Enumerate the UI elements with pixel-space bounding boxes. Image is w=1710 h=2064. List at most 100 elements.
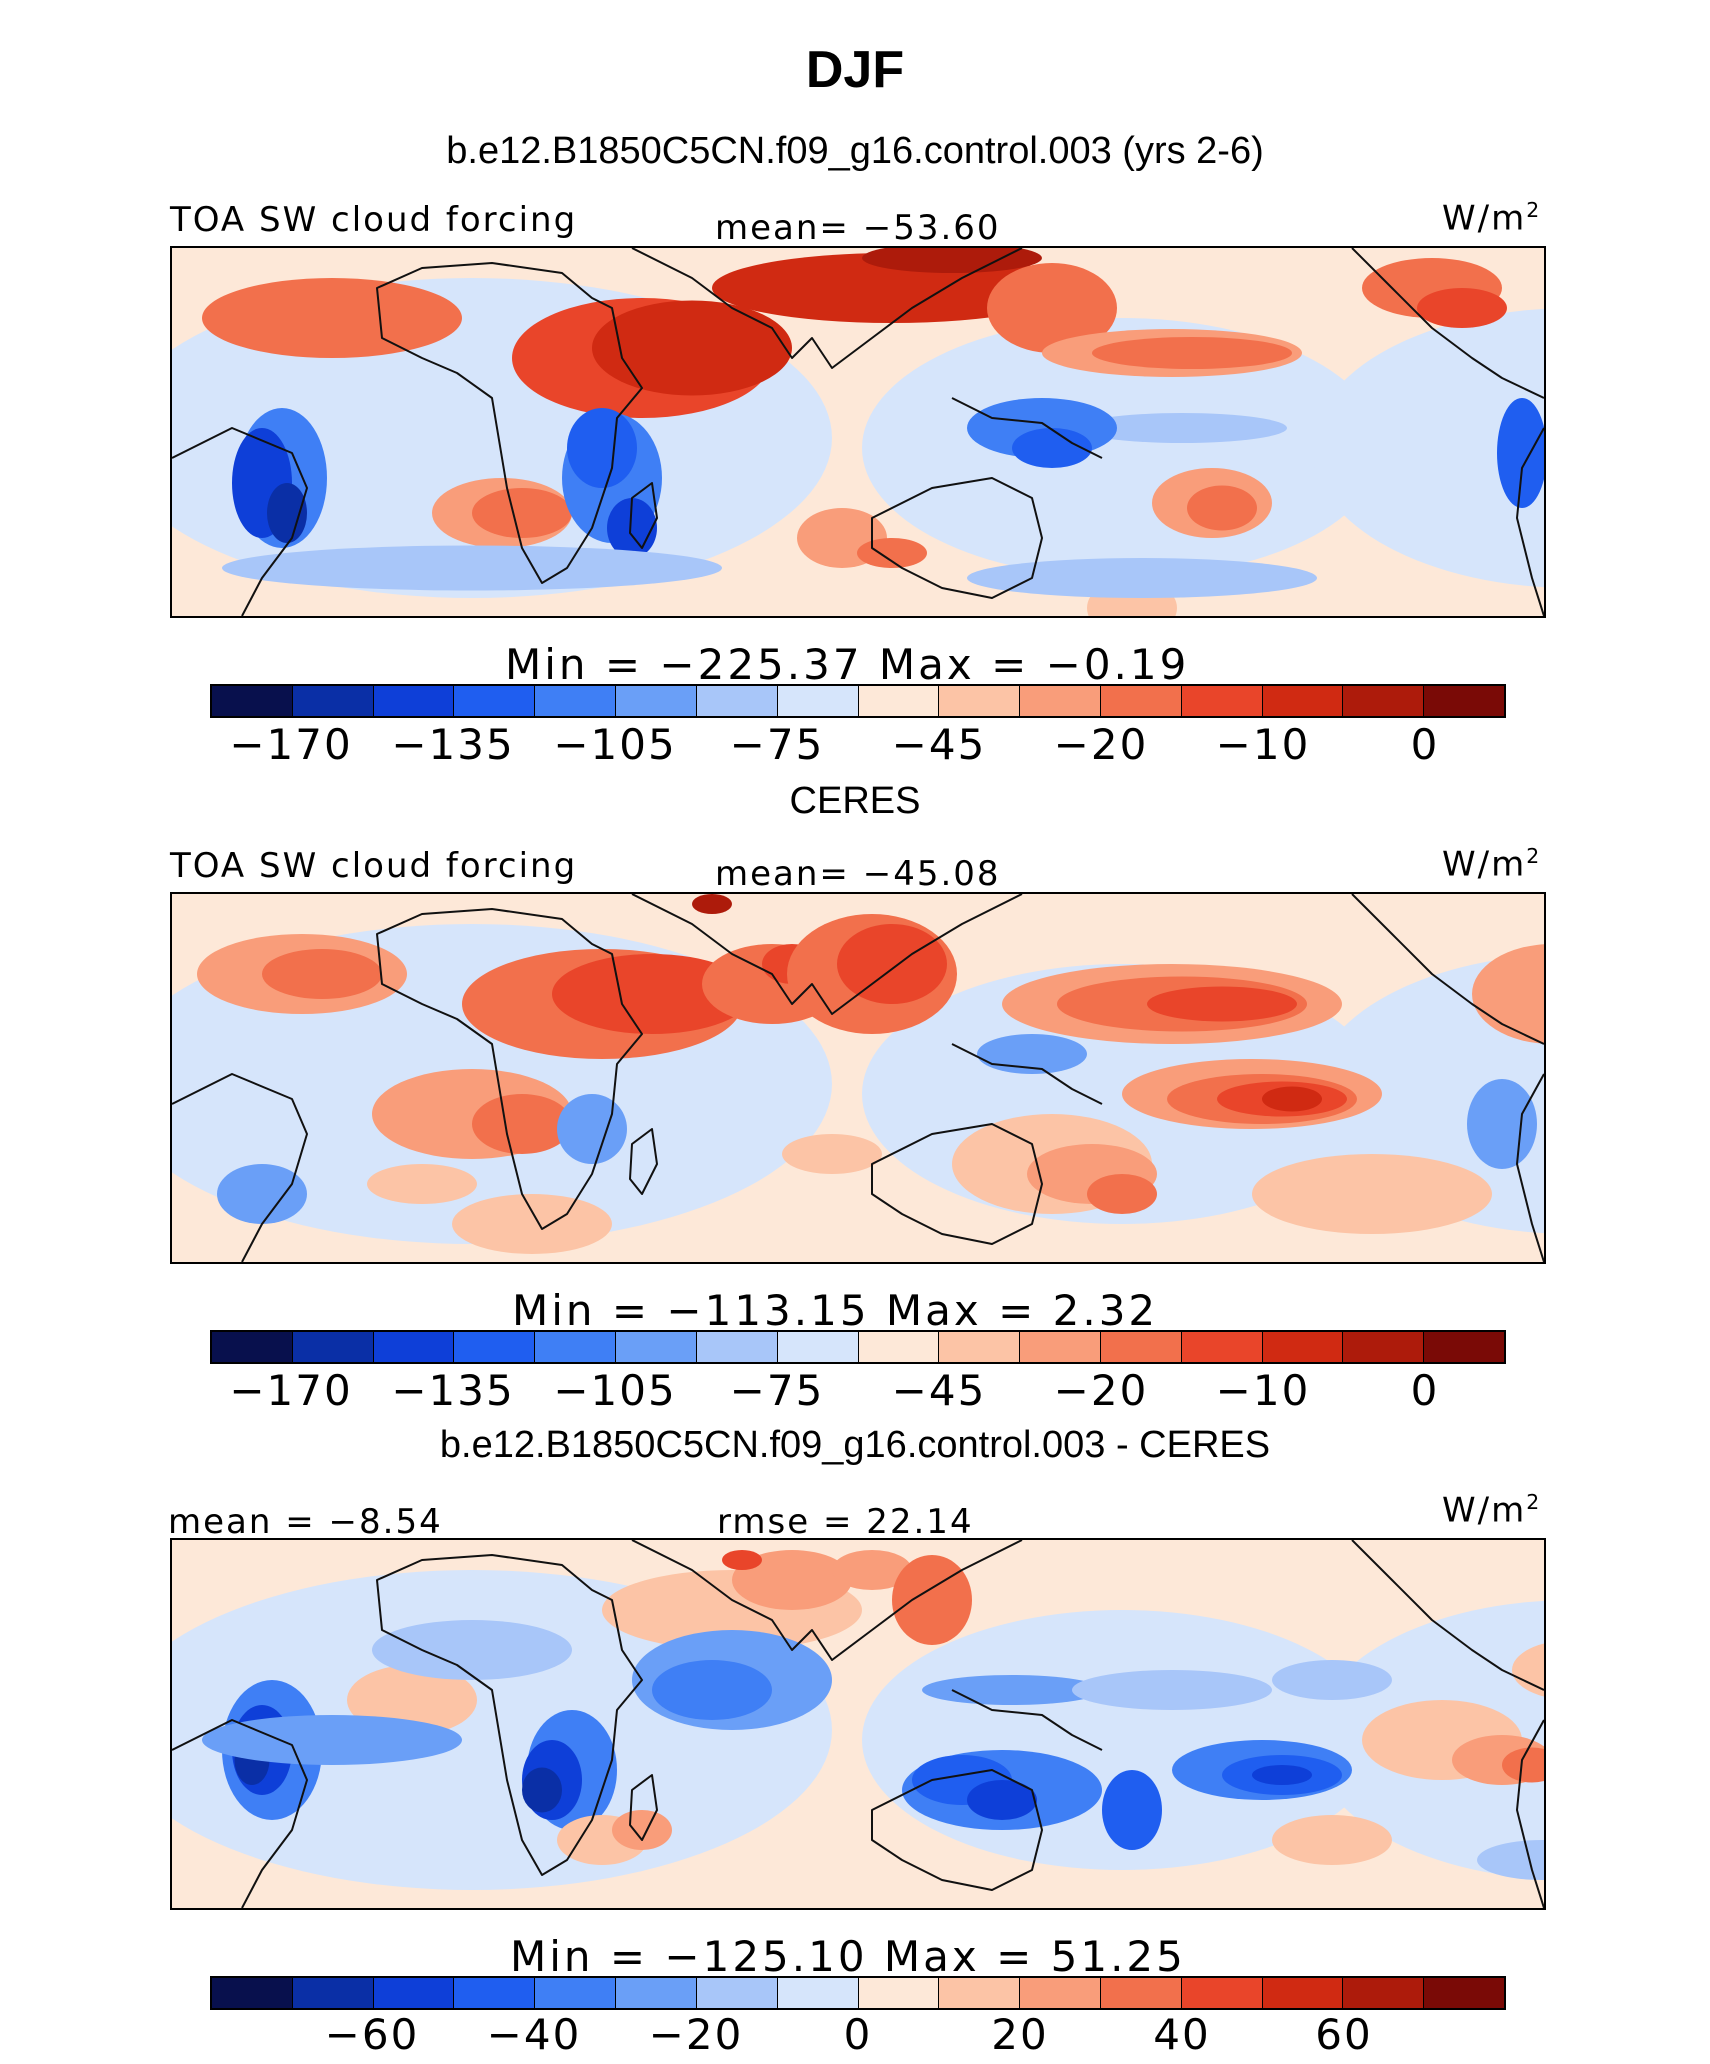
colorbar-tick-label: 60 — [1315, 2010, 1373, 2059]
coastline — [172, 427, 308, 616]
coastline — [376, 1554, 643, 1876]
field-contour-region — [1417, 288, 1507, 328]
panel-2-colorbar — [210, 1330, 1506, 1364]
field-contour-region — [372, 1620, 572, 1680]
coastline — [1516, 1073, 1544, 1262]
colorbar-segment — [777, 686, 859, 716]
colorbar-segment — [1424, 686, 1504, 716]
field-contour-region — [222, 545, 722, 591]
colorbar-segment — [212, 686, 293, 716]
field-contour-region — [1497, 398, 1544, 508]
field-contour-region — [367, 1164, 477, 1204]
panel-3-map — [170, 1538, 1546, 1910]
colorbar-segment — [616, 1332, 697, 1362]
colorbar-tick-label: −45 — [891, 720, 987, 769]
field-contour-region — [1262, 1086, 1322, 1112]
coastline — [1516, 1719, 1544, 1908]
field-contour-region — [1272, 1660, 1392, 1700]
panel-1-map — [170, 246, 1546, 618]
field-contour-region — [1072, 1670, 1272, 1710]
colorbar-segment — [939, 1332, 1021, 1362]
colorbar-segment — [535, 686, 617, 716]
colorbar-segment — [777, 1332, 859, 1362]
field-contour-region — [652, 1660, 772, 1720]
field-contour-region — [1502, 1747, 1544, 1783]
field-contour-region — [732, 1550, 852, 1610]
colorbar-segment — [1020, 686, 1101, 716]
colorbar-tick-label: 0 — [843, 2010, 873, 2059]
field-contour-region — [552, 954, 752, 1034]
coastline — [629, 1128, 658, 1195]
panel-2-contour-field — [172, 894, 1544, 1262]
field-contour-region — [1077, 413, 1287, 443]
colorbar-tick-label: −20 — [648, 2010, 744, 2059]
colorbar-segment — [292, 686, 374, 716]
panel-3-rmse-label: rmse = 22.14 — [717, 1502, 974, 1542]
coastline — [172, 1719, 308, 1908]
colorbar-segment — [454, 1978, 536, 2008]
colorbar-tick-label: −135 — [391, 720, 515, 769]
field-contour-region — [522, 1767, 562, 1813]
panel-3-colorbar-ticks: −60 −40 −20 0 20 40 60 — [210, 2010, 1506, 2064]
panel-3-mean-label: mean = −8.54 — [168, 1502, 443, 1542]
coastline — [376, 908, 643, 1230]
field-contour-region — [1512, 1643, 1544, 1697]
colorbar-segment — [616, 686, 697, 716]
colorbar-segment — [1181, 686, 1263, 716]
colorbar-tick-label: −20 — [1053, 1366, 1149, 1415]
panel-2-variable-label: TOA SW cloud forcing — [170, 846, 578, 886]
field-contour-region — [1087, 1174, 1157, 1214]
field-contour-region — [202, 278, 462, 358]
coastline — [631, 248, 1023, 369]
field-contour-region — [612, 1810, 672, 1850]
colorbar-tick-label: −10 — [1215, 1366, 1311, 1415]
colorbar-tick-label: 40 — [1153, 2010, 1211, 2059]
colorbar-segment — [1262, 1332, 1344, 1362]
field-contour-region — [967, 558, 1317, 598]
colorbar-segment — [858, 1978, 940, 2008]
field-contour-region — [782, 1134, 882, 1174]
field-contour-region — [1472, 944, 1544, 1044]
field-contour-region — [1252, 1765, 1312, 1785]
colorbar-segment — [939, 1978, 1021, 2008]
colorbar-segment — [373, 1978, 455, 2008]
colorbar-segment — [1100, 686, 1182, 716]
colorbar-tick-label: −10 — [1215, 720, 1311, 769]
field-contour-region — [1187, 485, 1257, 531]
field-contour-region — [692, 894, 732, 914]
field-contour-region — [1147, 986, 1297, 1022]
colorbar-segment — [696, 1332, 778, 1362]
field-contour-region — [722, 1550, 762, 1570]
field-contour-region — [1102, 1770, 1162, 1850]
colorbar-tick-label: −45 — [891, 1366, 987, 1415]
field-contour-region — [862, 248, 1042, 273]
colorbar-segment — [1181, 1978, 1263, 2008]
colorbar-tick-label: −75 — [729, 1366, 825, 1415]
coastline — [1516, 427, 1544, 616]
coastline — [629, 1774, 658, 1841]
colorbar-segment — [1424, 1978, 1504, 2008]
field-contour-region — [1012, 428, 1092, 468]
panel-3-colorbar — [210, 1976, 1506, 2010]
colorbar-segment — [696, 686, 778, 716]
panel-1-mean-label: mean= −53.60 — [715, 208, 1001, 248]
colorbar-segment — [1020, 1332, 1101, 1362]
field-contour-region — [857, 538, 927, 568]
colorbar-segment — [373, 1332, 455, 1362]
coastline — [871, 1769, 1043, 1891]
field-contour-region — [967, 1780, 1037, 1820]
field-contour-region — [472, 488, 572, 538]
field-contour-region — [1092, 337, 1292, 369]
field-contour-region — [977, 1034, 1087, 1074]
colorbar-segment — [616, 1978, 697, 2008]
panel-3-contour-field — [172, 1540, 1544, 1908]
colorbar-segment — [292, 1332, 374, 1362]
coastline — [1351, 1540, 1544, 1691]
colorbar-segment — [212, 1978, 293, 2008]
panel-1-minmax: Min = −225.37 Max = −0.19 — [505, 640, 1190, 689]
colorbar-segment — [454, 686, 536, 716]
field-contour-region — [267, 483, 307, 543]
colorbar-tick-label: 20 — [991, 2010, 1049, 2059]
colorbar-segment — [1343, 1332, 1425, 1362]
colorbar-segment — [1262, 686, 1344, 716]
